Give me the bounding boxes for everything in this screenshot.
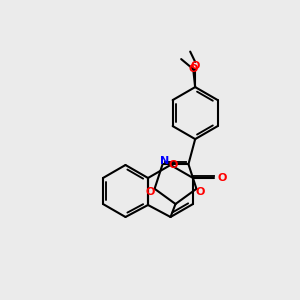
Text: O: O	[196, 187, 205, 197]
Text: O: O	[217, 173, 226, 183]
Text: O: O	[188, 64, 198, 74]
Text: O: O	[190, 61, 200, 71]
Text: O: O	[169, 160, 178, 170]
Text: N: N	[160, 156, 169, 166]
Text: O: O	[146, 187, 155, 197]
